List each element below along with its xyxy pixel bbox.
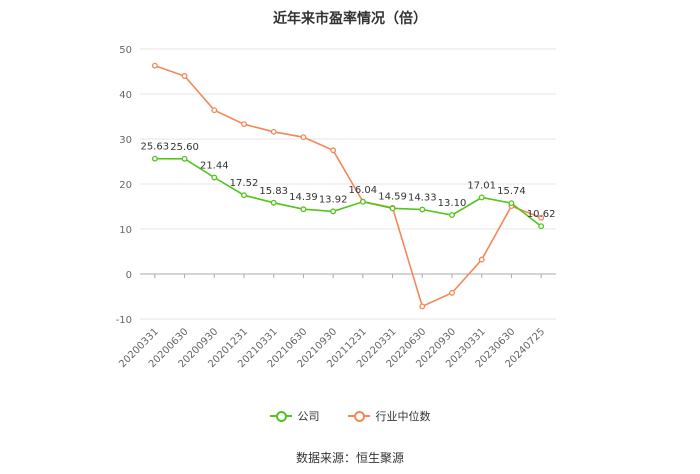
company-data-label: 17.52 <box>230 178 259 189</box>
company-data-label: 13.92 <box>319 194 348 205</box>
company-data-label: 25.60 <box>170 142 199 153</box>
industry-median-data-point <box>330 147 337 154</box>
industry-median-data-point <box>449 289 455 296</box>
company-data-point <box>270 199 277 206</box>
industry-median-data-point <box>478 256 485 263</box>
company-data-label: 14.59 <box>378 191 407 202</box>
industry-median-data-point <box>211 107 218 114</box>
company-data-point <box>508 200 515 207</box>
company-series-line <box>154 157 542 227</box>
y-tick-label: 50 <box>119 45 132 56</box>
company-data-label: 15.83 <box>259 186 288 197</box>
industry-median-data-point <box>151 62 158 69</box>
company-data-label: 25.63 <box>141 142 170 153</box>
company-data-point <box>330 208 337 215</box>
y-tick-label: -10 <box>116 315 132 326</box>
legend-item-industry-median[interactable]: 行业中位数 <box>347 408 431 424</box>
y-tick-label: 20 <box>119 180 132 191</box>
company-data-label: 17.01 <box>467 180 496 191</box>
industry-median-data-point <box>538 214 545 221</box>
y-tick-label: 40 <box>119 90 132 101</box>
company-data-point <box>389 205 396 212</box>
legend-swatch-company <box>269 411 292 422</box>
company-data-point <box>419 206 426 213</box>
company-data-label: 16.04 <box>349 185 378 196</box>
industry-median-data-point <box>241 121 247 128</box>
chart-title: 近年来市盈率情况（倍） <box>273 11 427 27</box>
company-data-point <box>449 212 455 218</box>
legend-label-company: 公司 <box>297 410 320 423</box>
legend-label-industry-median: 行业中位数 <box>375 410 431 423</box>
company-data-label: 21.44 <box>200 161 229 172</box>
company-data-point <box>151 155 158 162</box>
company-data-point <box>211 174 218 181</box>
company-data-point <box>359 198 366 205</box>
data-source: 数据来源：恒生聚源 <box>295 451 404 465</box>
company-data-label: 13.10 <box>438 198 467 209</box>
y-tick-label: 0 <box>126 270 132 281</box>
legend: 公司 行业中位数 <box>0 408 700 424</box>
company-data-label: 15.74 <box>497 186 526 197</box>
y-tick-label: 10 <box>119 225 132 236</box>
company-data-label: 14.33 <box>408 193 437 204</box>
y-tick-label: 30 <box>119 135 132 146</box>
company-data-point <box>478 194 485 201</box>
company-data-point <box>300 206 307 213</box>
company-data-label: 10.62 <box>527 209 556 220</box>
industry-median-data-point <box>181 73 188 79</box>
legend-swatch-industry-median <box>347 411 370 422</box>
company-data-point <box>538 223 545 230</box>
industry-median-data-point <box>300 134 307 141</box>
company-data-point <box>241 192 247 199</box>
company-data-label: 14.39 <box>289 192 318 203</box>
industry-median-data-point <box>270 128 277 135</box>
industry-median-data-point <box>419 303 426 310</box>
company-data-point <box>181 155 188 162</box>
legend-item-company[interactable]: 公司 <box>269 408 320 424</box>
industry-median-series-line <box>154 64 542 308</box>
